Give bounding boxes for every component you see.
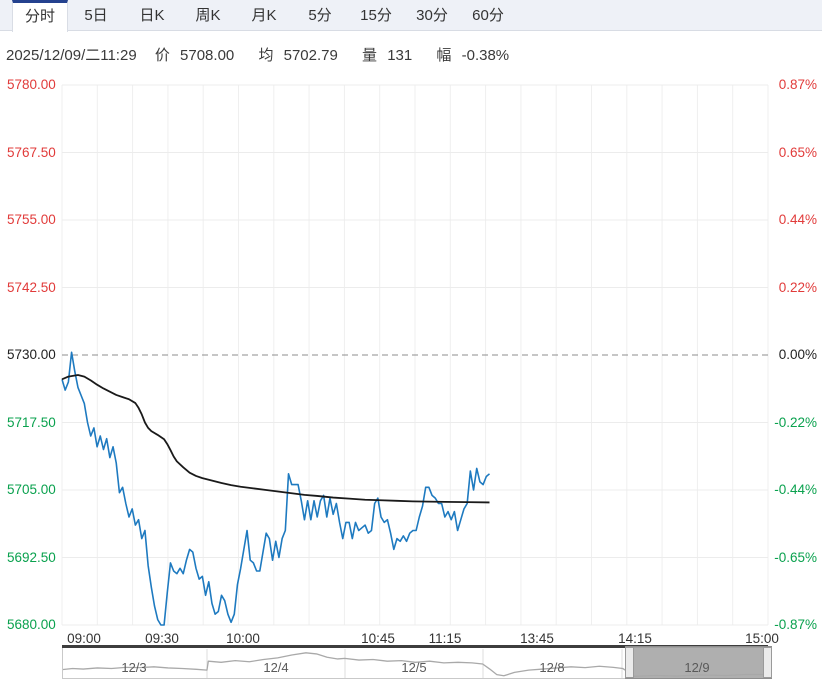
avg-value: 5702.79 (283, 47, 338, 64)
navigator-selection-box[interactable] (625, 646, 772, 679)
y-price-label: 5730.00 (7, 347, 56, 362)
y-percent-label: 0.44% (778, 212, 817, 227)
y-percent-label: 0.00% (778, 347, 817, 362)
price-label: 价 (154, 47, 170, 64)
y-price-label: 5767.50 (7, 144, 56, 160)
y-price-label: 5780.00 (7, 77, 56, 92)
x-time-label: 10:45 (361, 631, 395, 646)
change-value: -0.38% (461, 47, 510, 64)
tab-15分[interactable]: 15分 (360, 7, 392, 24)
x-time-label: 14:15 (618, 631, 652, 646)
volume-label: 量 (362, 47, 378, 64)
y-percent-label: 0.22% (778, 279, 817, 295)
tab-分时[interactable]: 分时 (12, 0, 68, 32)
navigator-right-handle[interactable] (763, 647, 772, 678)
y-percent-label: 0.87% (778, 77, 817, 92)
y-price-label: 5717.50 (7, 414, 56, 430)
y-price-label: 5692.50 (7, 549, 56, 565)
chart-period-tabbar: 分时 5日 日K 周K 月K 5分 15分 30分 60分 (0, 0, 822, 32)
y-price-label: 5705.00 (7, 482, 56, 497)
tab-周K[interactable]: 周K (195, 7, 221, 24)
x-axis-baseline (62, 645, 768, 648)
volume-value: 131 (387, 47, 413, 64)
avg-label: 均 (258, 47, 274, 64)
tab-5分[interactable]: 5分 (308, 7, 332, 24)
navigator-section-12/8[interactable]: 12/8 (539, 660, 565, 675)
y-price-label: 5755.00 (7, 212, 56, 227)
x-time-label: 11:15 (428, 631, 462, 646)
x-time-label: 10:00 (226, 631, 260, 646)
price-value: 5708.00 (180, 47, 235, 64)
y-percent-label: -0.44% (774, 482, 817, 497)
x-time-label: 15:00 (745, 631, 779, 646)
period-tabs: 分时 5日 日K 周K 月K 5分 15分 30分 60分 (0, 0, 822, 32)
tab-5日[interactable]: 5日 (84, 7, 108, 24)
x-time-label: 09:30 (145, 631, 179, 646)
navigator-left-handle[interactable] (625, 647, 634, 678)
y-percent-label: 0.65% (778, 144, 817, 160)
navigator-section-12/9[interactable]: 12/9 (684, 660, 710, 675)
y-price-label: 5742.50 (7, 279, 56, 295)
navigator-section-12/4[interactable]: 12/4 (263, 660, 289, 675)
y-price-label: 5680.00 (7, 617, 56, 632)
navigator-section-12/3[interactable]: 12/3 (121, 660, 147, 675)
y-percent-label: -0.65% (774, 549, 817, 565)
x-time-label: 13:45 (520, 631, 554, 646)
tab-60分[interactable]: 60分 (472, 7, 504, 24)
quote-datetime: 2025/12/09/二11:29 (6, 47, 137, 64)
tab-日K[interactable]: 日K (139, 7, 165, 24)
quote-info-bar: 2025/12/09/二11:29 价 5708.00 均 5702.79 量 … (6, 44, 521, 65)
tab-月K[interactable]: 月K (251, 7, 277, 24)
x-time-label: 09:00 (67, 631, 101, 646)
y-percent-label: -0.22% (774, 414, 817, 430)
y-percent-label: -0.87% (774, 617, 817, 632)
navigator-section-12/5[interactable]: 12/5 (401, 660, 427, 675)
tab-30分[interactable]: 30分 (416, 7, 448, 24)
change-label: 幅 (436, 47, 452, 64)
